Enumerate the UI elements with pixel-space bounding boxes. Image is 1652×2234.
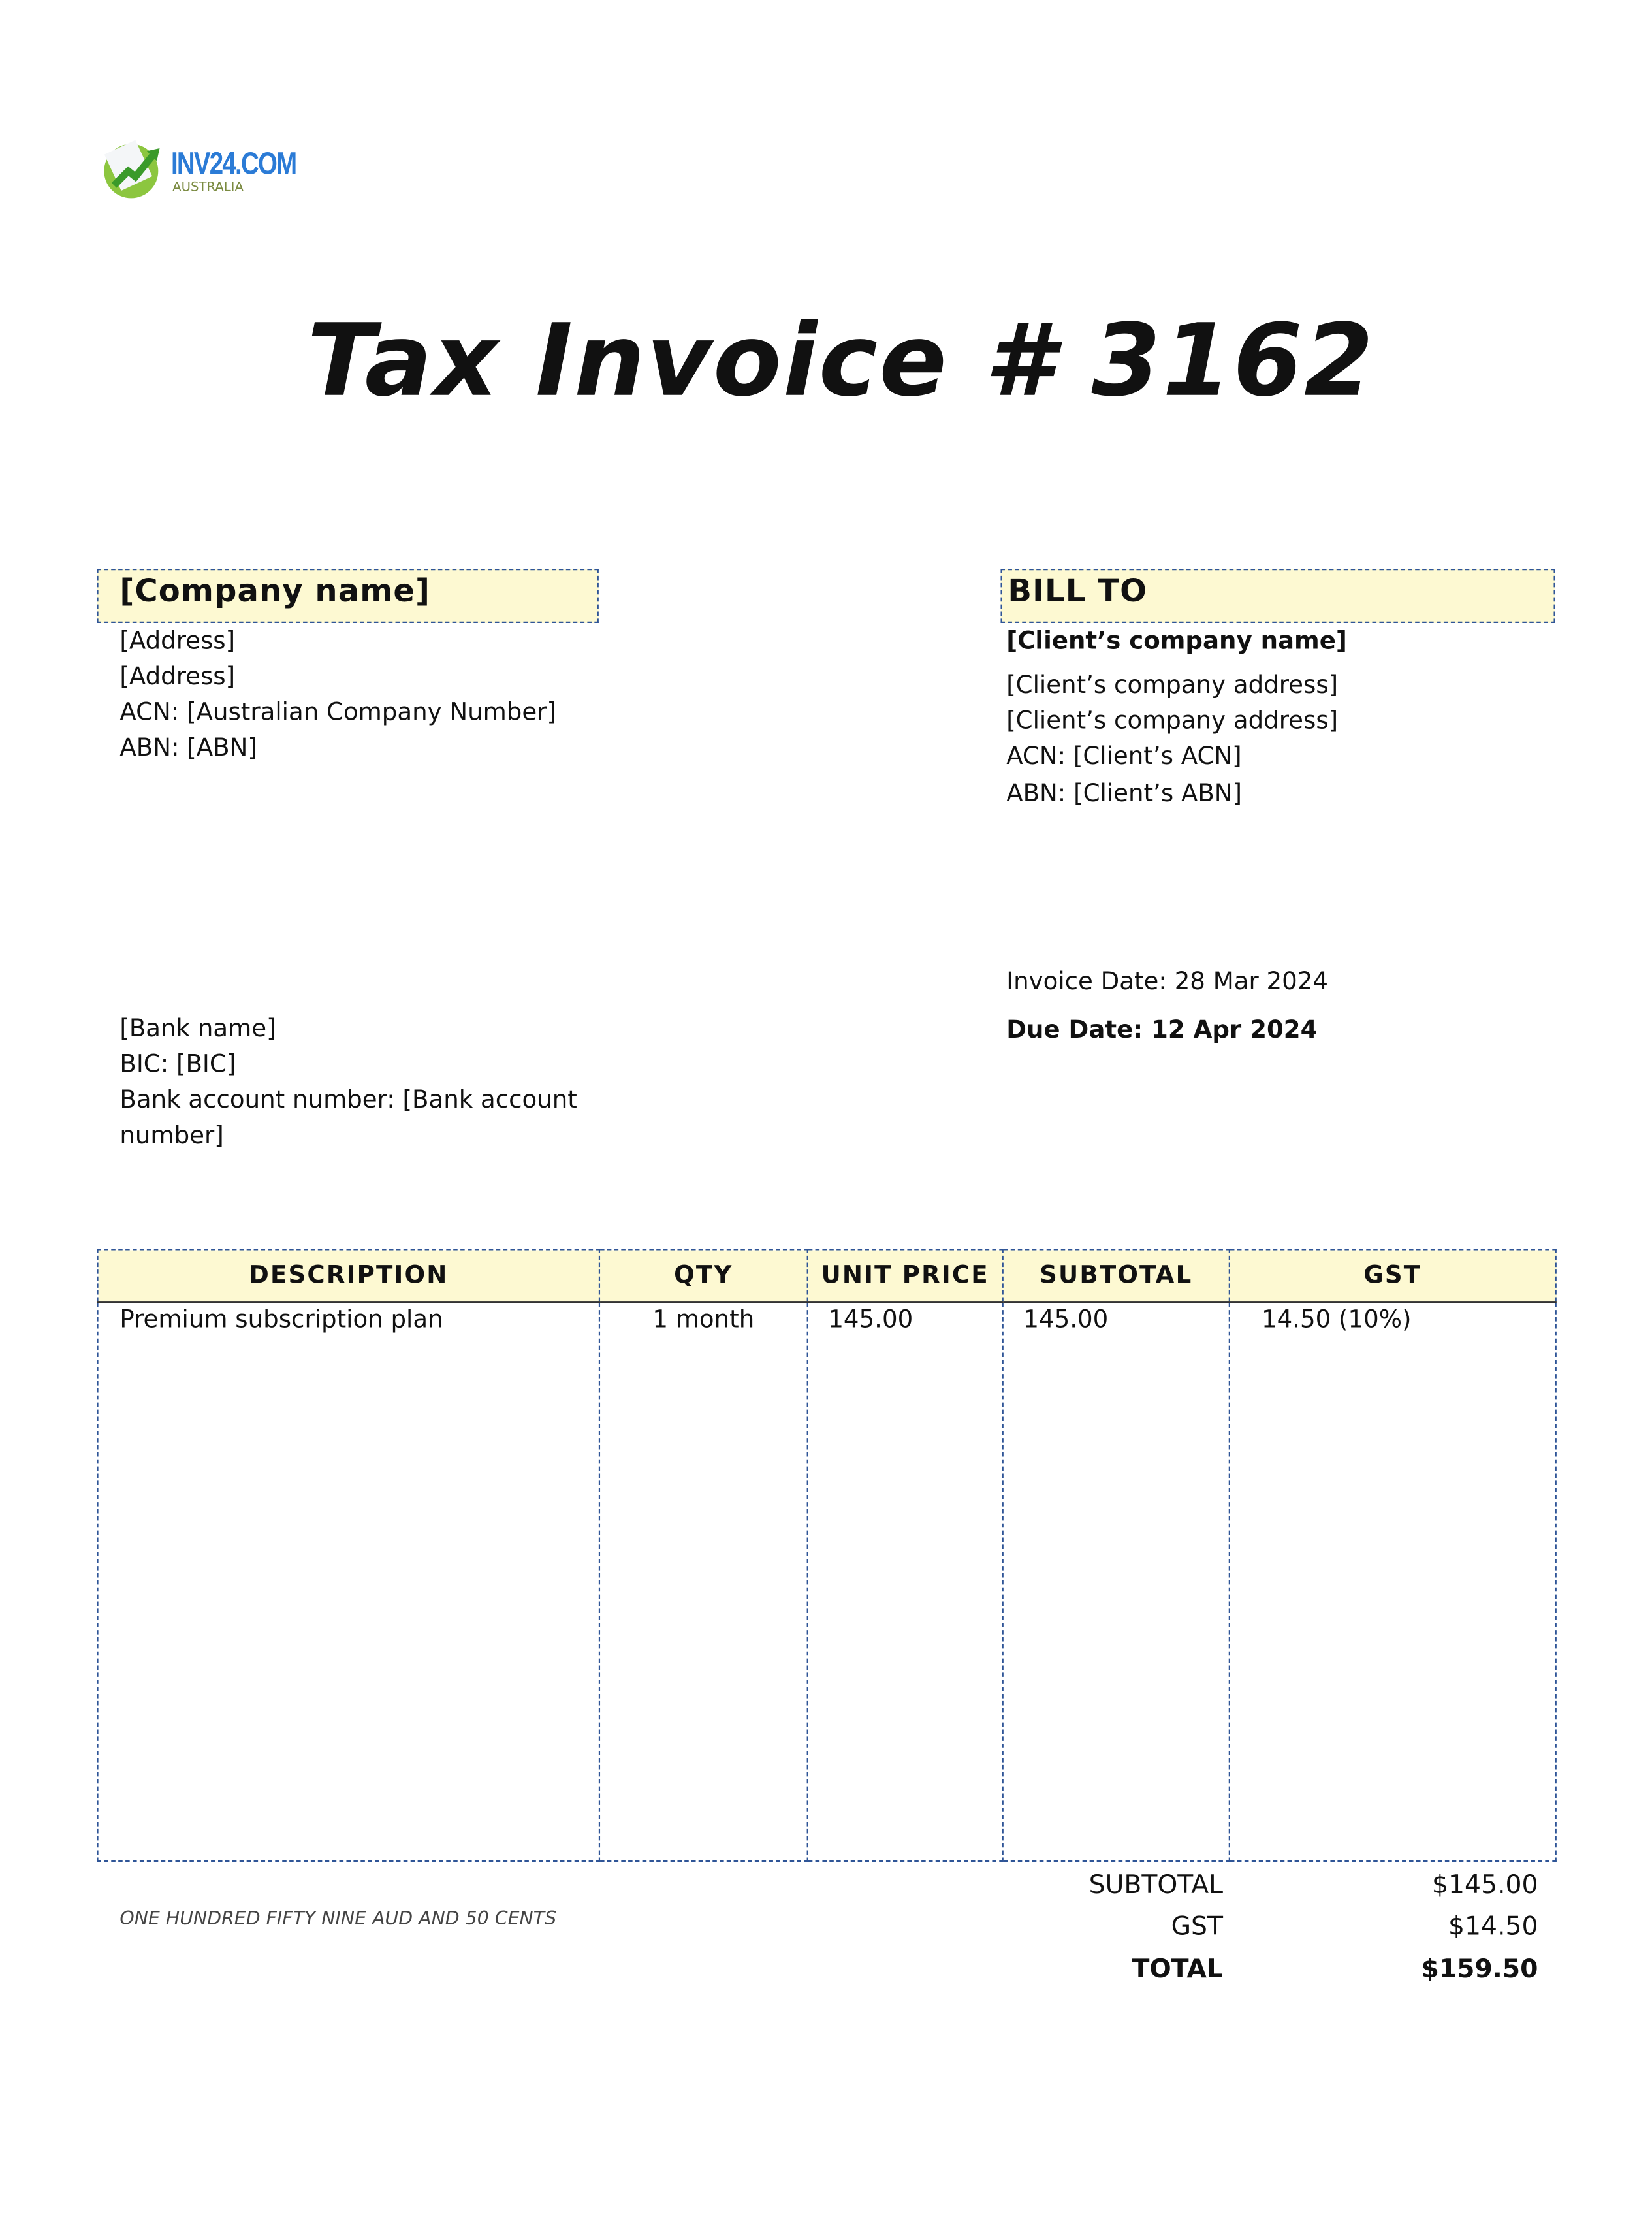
cell-subtotal: 145.00 <box>1002 1302 1230 1862</box>
line-items-table: DESCRIPTION QTY UNIT PRICE SUBTOTAL GST … <box>97 1249 1557 1862</box>
bank-name: [Bank name] <box>119 1015 276 1044</box>
invoice-date-label: Invoice Date: <box>1006 968 1167 997</box>
logo-subtitle: AUSTRALIA <box>172 181 244 196</box>
company-address-2: [Address] <box>119 663 236 692</box>
logo-name: INV24.COM <box>170 145 297 182</box>
header-subtotal: SUBTOTAL <box>1002 1249 1230 1303</box>
bank-bic: BIC: [BIC] <box>119 1050 236 1079</box>
invoice-date-value: 28 Mar 2024 <box>1174 968 1328 997</box>
company-abn: ABN: [ABN] <box>119 734 257 763</box>
invoice-date: Invoice Date: 28 Mar 2024 <box>1006 965 1328 1001</box>
bank-account-line-1: Bank account number: [Bank account <box>119 1086 577 1115</box>
amount-in-words: ONE HUNDRED FIFTY NINE AUD AND 50 CENTS <box>119 1909 557 1930</box>
cell-unit-price: 145.00 <box>806 1302 1004 1862</box>
header-description: DESCRIPTION <box>97 1249 601 1303</box>
cell-description: Premium subscription plan <box>97 1302 601 1862</box>
table-header-row: DESCRIPTION QTY UNIT PRICE SUBTOTAL GST <box>97 1249 1557 1303</box>
client-abn: ABN: [Client’s ABN] <box>1006 780 1243 808</box>
gst-value: $14.50 <box>1448 1911 1538 1942</box>
header-qty: QTY <box>598 1249 808 1303</box>
due-date-value: 12 Apr 2024 <box>1151 1016 1318 1045</box>
due-date: Due Date: 12 Apr 2024 <box>1006 1013 1317 1049</box>
client-address-1: [Client’s company address] <box>1006 671 1339 700</box>
logo-icon <box>104 140 160 199</box>
table-row: Premium subscription plan 1 month 145.00… <box>97 1302 1557 1862</box>
cell-gst: 14.50 (10%) <box>1228 1302 1557 1862</box>
bill-to-box <box>1000 569 1555 623</box>
cell-qty: 1 month <box>598 1302 808 1862</box>
bank-account-line-2: number] <box>119 1122 224 1151</box>
company-name-box <box>97 569 599 623</box>
client-company-name: [Client’s company name] <box>1006 627 1347 656</box>
invoice-title: Tax Invoice # 3162 <box>307 302 1375 419</box>
subtotal-value: $145.00 <box>1431 1870 1538 1900</box>
company-name: [Company name] <box>119 574 431 611</box>
client-acn: ACN: [Client’s ACN] <box>1006 742 1242 772</box>
company-acn: ACN: [Australian Company Number] <box>119 698 556 727</box>
total-value: $159.50 <box>1421 1954 1538 1985</box>
due-date-label: Due Date: <box>1006 1016 1143 1045</box>
header-unit-price: UNIT PRICE <box>806 1249 1004 1303</box>
gst-label: GST <box>1171 1911 1224 1942</box>
bill-to-heading: BILL TO <box>1008 574 1148 611</box>
client-address-2: [Client’s company address] <box>1006 707 1339 736</box>
total-label: TOTAL <box>1132 1954 1224 1985</box>
company-address-1: [Address] <box>119 627 236 656</box>
header-gst: GST <box>1228 1249 1557 1303</box>
subtotal-label: SUBTOTAL <box>1088 1870 1224 1900</box>
